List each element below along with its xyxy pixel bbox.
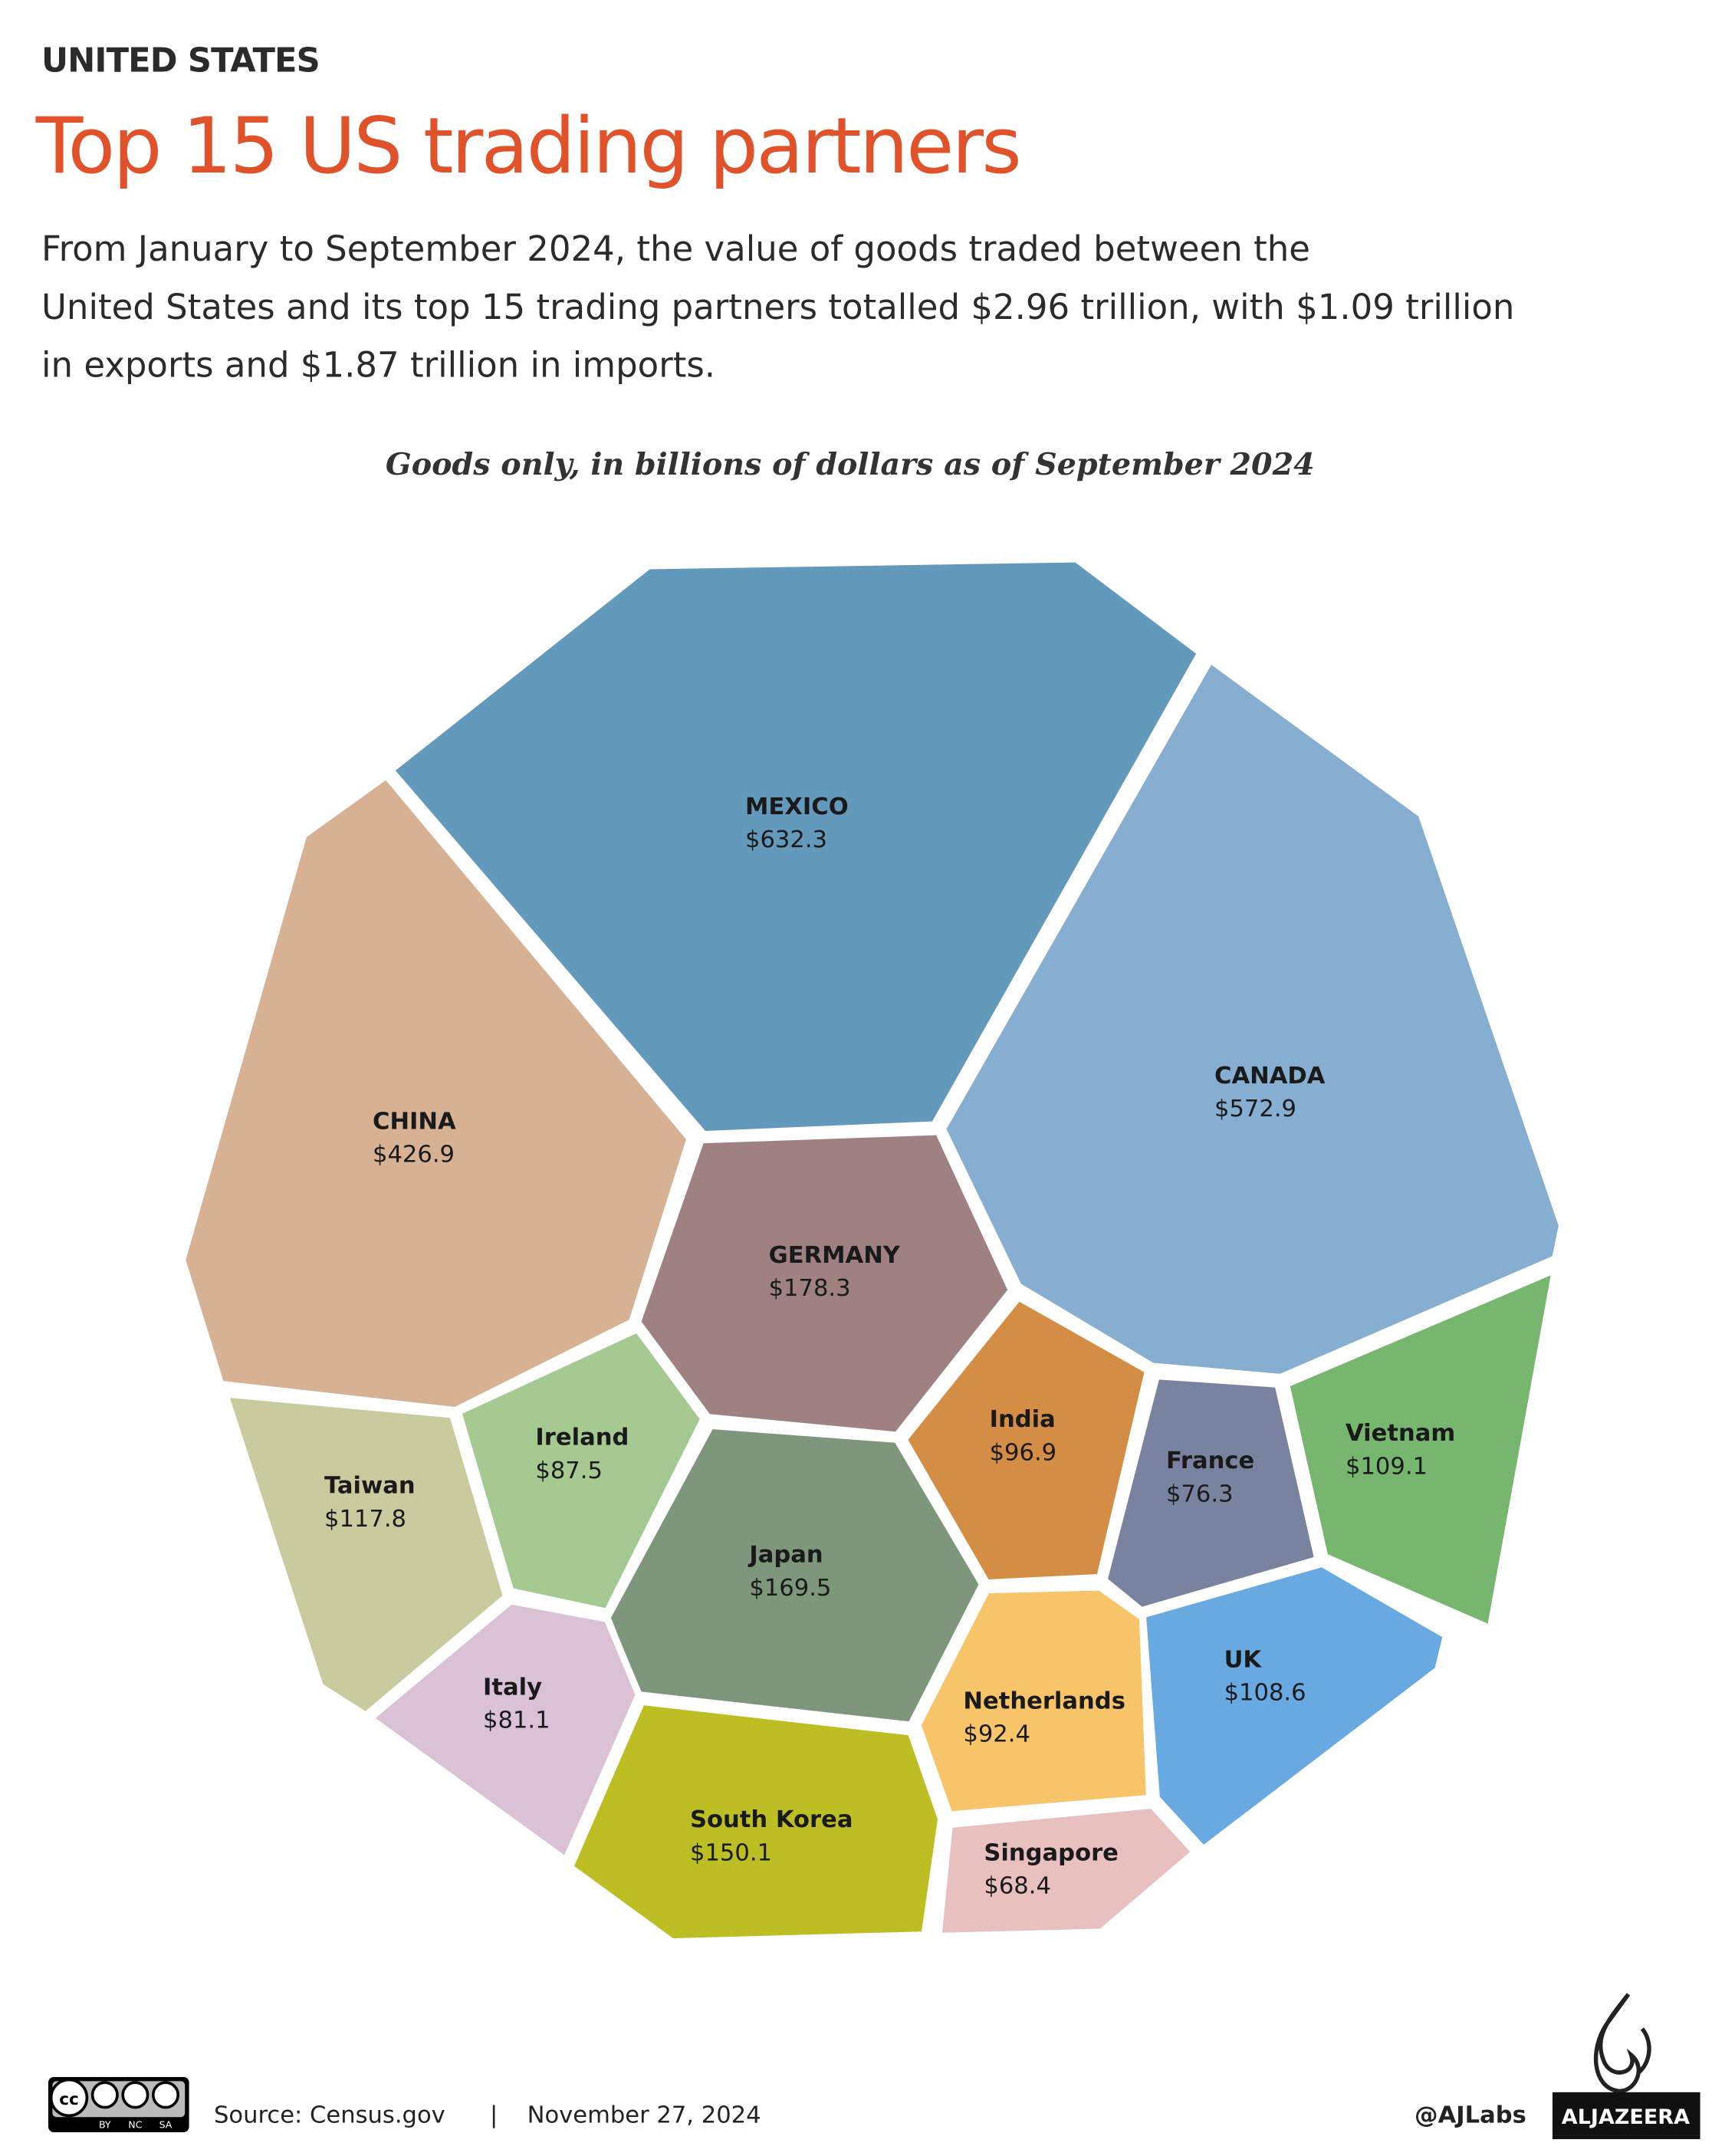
cell-label: MEXICO [745,794,849,820]
cell [935,1801,1199,1940]
cell [914,1583,1153,1819]
cell [1283,1266,1559,1632]
cell-label: Italy [483,1674,542,1701]
cell-label: France [1166,1448,1254,1474]
subtitle-line: From January to September 2024, the valu… [41,228,1310,269]
cell [221,1390,511,1719]
cc-badge: cc BY NC SA [48,2077,189,2132]
cell-label: Netherlands [963,1688,1125,1714]
cell [900,1293,1152,1587]
brand-box [1552,2092,1700,2139]
value-label: $150.1 [690,1839,772,1866]
cell [938,656,1566,1381]
cell [179,772,694,1415]
cell-label: Vietnam [1346,1420,1455,1447]
value-label: $426.9 [373,1142,455,1168]
separator: | [490,2102,498,2128]
value-label: $169.5 [749,1575,831,1602]
cell-label: India [990,1406,1056,1433]
cell-label: GERMANY [769,1242,901,1269]
cell [366,1597,642,1864]
cell [1138,1559,1450,1853]
cell [634,1128,1015,1439]
value-label: $68.4 [984,1873,1051,1900]
kicker: UNITED STATES [41,41,320,81]
cell-label: Singapore [984,1839,1119,1866]
license-label: NC [128,2119,142,2131]
value-label: $87.5 [535,1458,603,1484]
date: November 27, 2024 [527,2102,761,2128]
license-label: SA [159,2119,172,2131]
value-label: $632.3 [745,827,827,853]
value-label: $81.1 [483,1707,550,1734]
chart-title: Top 15 US trading partners [35,102,1022,192]
chart-note: Goods only, in billions of dollars as of… [385,447,1315,483]
value-label: $117.8 [324,1506,406,1533]
svg-text:cc: cc [59,2090,79,2109]
logo [1594,1993,1651,2093]
subtitle-line: in exports and $1.87 trillion in imports… [41,345,716,386]
cell-label: Japan [748,1542,823,1569]
value-label: $92.4 [963,1721,1030,1748]
credit: @AJLabs [1414,2102,1526,2128]
value-label: $108.6 [1224,1680,1306,1707]
cell [1100,1372,1322,1615]
cell [386,555,1204,1139]
cell [566,1698,945,1946]
cell-label: CANADA [1214,1063,1326,1090]
cell-label: Taiwan [324,1473,416,1500]
cell-label: UK [1224,1646,1263,1673]
license-label: BY [99,2119,111,2131]
source: Source: Census.gov [214,2102,445,2128]
cell [455,1325,708,1615]
cell-label: South Korea [690,1806,853,1833]
cell-label: Ireland [535,1425,629,1451]
value-label: $96.9 [990,1439,1057,1466]
brand: ALJAZEERA [1562,2105,1690,2129]
value-label: $572.9 [1214,1096,1296,1122]
subtitle-line: United States and its top 15 trading par… [41,287,1515,327]
value-label: $178.3 [769,1275,851,1302]
subtitle: From January to September 2024, the valu… [41,221,1514,395]
cells [179,555,1566,1946]
value-label: $76.3 [1166,1481,1234,1507]
value-label: $109.1 [1346,1453,1428,1480]
cell-label: CHINA [373,1108,456,1135]
